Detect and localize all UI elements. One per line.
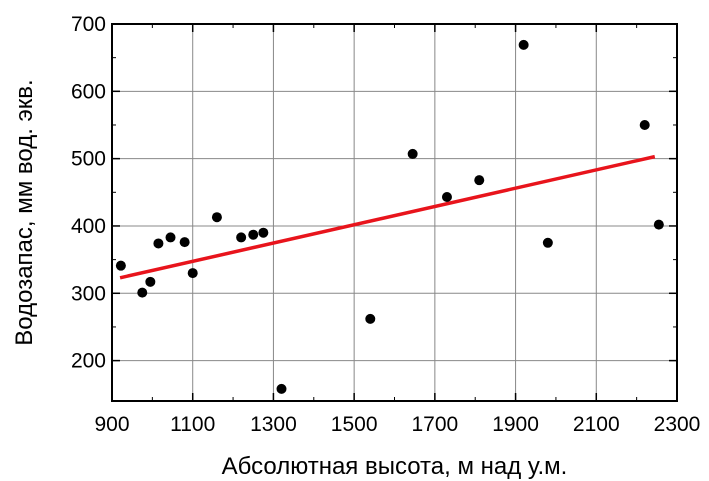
y-tick-label-200: 200 <box>71 350 106 373</box>
data-point-4 <box>153 238 164 249</box>
y-tick-label-700: 700 <box>71 13 106 36</box>
x-tick-label-900: 900 <box>94 413 129 436</box>
data-point-2 <box>137 287 148 298</box>
grid <box>112 24 677 401</box>
y-tick-label-500: 500 <box>71 148 106 171</box>
data-point-17 <box>518 39 529 50</box>
x-tick-label-2300: 2300 <box>654 413 701 436</box>
data-point-6 <box>179 237 190 248</box>
trend-line <box>119 154 656 280</box>
data-point-10 <box>248 229 259 240</box>
data-point-15 <box>441 192 452 203</box>
data-point-11 <box>258 227 269 238</box>
x-tick-label-2100: 2100 <box>573 413 620 436</box>
data-point-8 <box>211 212 222 223</box>
data-point-1 <box>115 260 126 271</box>
data-point-12 <box>276 383 287 394</box>
data-point-9 <box>236 232 247 243</box>
x-tick-labels: 900 1100 1300 1500 1700 1900 2100 2300 <box>94 413 700 436</box>
y-tick-labels: 200 300 400 500 600 700 <box>71 13 106 373</box>
data-point-18 <box>542 237 553 248</box>
data-point-7 <box>187 268 198 279</box>
x-axis-label: Абсолютная высота, м над у.м. <box>222 453 568 480</box>
data-point-14 <box>407 148 418 159</box>
data-point-16 <box>474 175 485 186</box>
y-tick-label-600: 600 <box>71 80 106 103</box>
x-tick-label-1900: 1900 <box>492 413 539 436</box>
y-tick-label-400: 400 <box>71 215 106 238</box>
data-point-19 <box>639 119 650 130</box>
x-tick-label-1500: 1500 <box>331 413 378 436</box>
x-tick-label-1100: 1100 <box>170 413 215 436</box>
plot-frame <box>111 23 678 402</box>
trend-line-group <box>119 154 656 280</box>
x-tick-label-1300: 1300 <box>250 413 297 436</box>
data-point-13 <box>365 313 376 324</box>
x-tick-label-1700: 1700 <box>411 413 458 436</box>
y-tick-label-300: 300 <box>71 282 106 305</box>
data-point-5 <box>165 232 176 243</box>
data-point-3 <box>145 276 156 287</box>
y-axis-label: Водозапас, мм вод. экв. <box>11 79 38 345</box>
data-point-20 <box>653 219 664 230</box>
axis-ticks <box>111 23 678 401</box>
scatter-points <box>115 39 664 394</box>
